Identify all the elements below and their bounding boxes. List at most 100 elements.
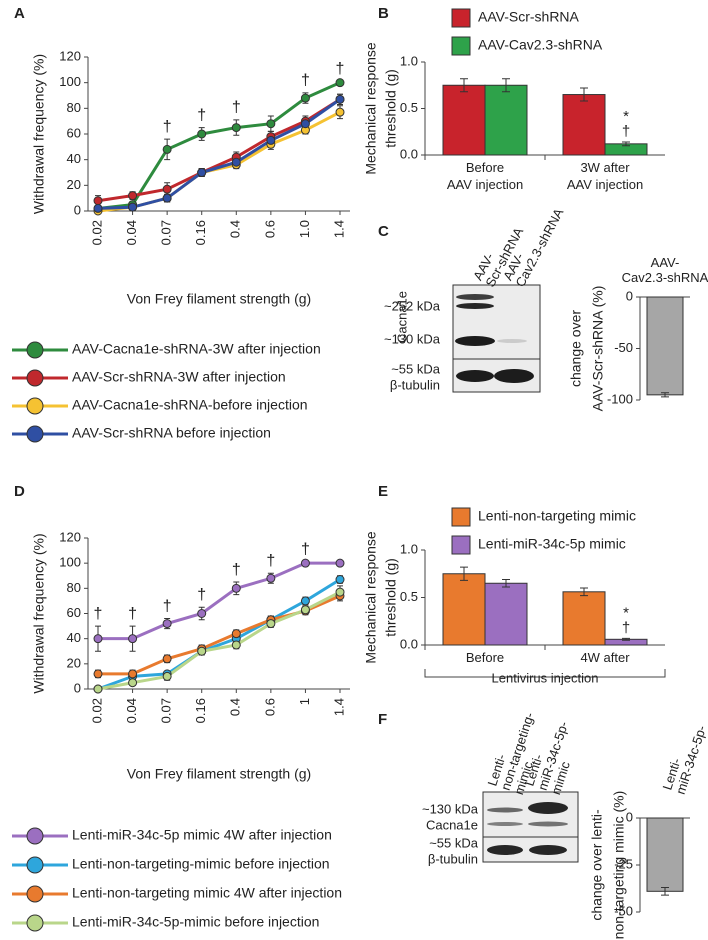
x-tick-label: 1.4 [331, 220, 346, 238]
point [162, 144, 172, 154]
y-tick-label: 0 [74, 202, 81, 217]
y-tick-label: 80 [67, 100, 81, 115]
x-tick-label-line: Before [466, 650, 504, 665]
panel-label: F [378, 711, 387, 728]
blot-band [497, 339, 527, 343]
point [300, 596, 310, 606]
point [300, 558, 310, 568]
y-tick-label: 1.0 [400, 541, 418, 556]
blot-band [528, 821, 568, 827]
bar [562, 591, 606, 646]
point [300, 93, 310, 103]
point [93, 634, 103, 644]
legend-label: Lenti-non-targeting mimic [478, 508, 636, 524]
y-tick-label: 0 [626, 288, 633, 303]
y-tick-label: 0.5 [400, 100, 418, 115]
x-tick-label: 3W after AAV injection [567, 160, 643, 192]
point [231, 583, 241, 593]
x-tick-label-line: AAV injection [447, 177, 523, 192]
point [300, 119, 310, 129]
y-tick-label: 120 [59, 529, 81, 544]
point [197, 129, 207, 139]
legend-marker [26, 827, 44, 845]
point [197, 168, 207, 177]
category-label-line: AAV- [651, 255, 680, 270]
category-label: AAV-Cav2.3-shRNA [622, 255, 708, 285]
point [300, 605, 310, 615]
bar [484, 582, 528, 646]
blot-band [494, 369, 534, 383]
x-tick-label: 0.04 [124, 220, 139, 245]
y-tick-label: 0.0 [400, 146, 418, 161]
error-bar [502, 578, 510, 588]
bar [442, 573, 486, 646]
legend-label: Lenti-miR-34c-5p mimic [478, 536, 626, 552]
y-axis-label: threshold (g) [383, 69, 399, 148]
x-tick-label: 0.02 [89, 698, 104, 723]
blot-band [456, 370, 494, 382]
legend-marker [26, 397, 44, 415]
legend-marker [26, 856, 44, 874]
annotation: † [197, 586, 206, 603]
y-axis-label: Withdrawal frequency (%) [31, 54, 47, 214]
y-tick-label: 120 [59, 48, 81, 63]
error-bar [460, 566, 468, 581]
y-tick-label: 0.5 [400, 589, 418, 604]
x-tick-label-line: 3W after [580, 160, 630, 175]
x-tick-label: Before AAV injection [447, 160, 523, 192]
legend-swatch [451, 8, 471, 28]
point [335, 94, 345, 104]
point [162, 193, 172, 203]
point [231, 157, 241, 167]
panel-label: E [378, 483, 388, 500]
legend-label: AAV-Cav2.3-shRNA [478, 37, 603, 53]
point [93, 196, 103, 206]
x-tick-label: 1.4 [331, 698, 346, 716]
annotation: † [163, 118, 172, 135]
point [231, 640, 241, 650]
x-tick-label: 1.0 [297, 220, 312, 238]
y-axis-label: non-targeting mimic (%) [611, 791, 627, 940]
error-bar [622, 141, 630, 147]
y-tick-label: 100 [59, 555, 81, 570]
y-tick-label: -100 [607, 391, 633, 406]
series-line [98, 561, 340, 641]
bar [646, 817, 684, 892]
x-tick-label: 0.16 [193, 698, 208, 723]
y-tick-label: 60 [67, 605, 81, 620]
y-tick-label: 100 [59, 74, 81, 89]
error-bar [622, 637, 630, 641]
group-label: Lentivirus injection [492, 670, 599, 685]
legend-label: AAV-Scr-shRNA before injection [72, 425, 271, 441]
x-tick-label-line: 4W after [580, 650, 630, 665]
x-tick-label: 0.4 [228, 220, 243, 238]
point [335, 575, 345, 585]
series-line [97, 590, 341, 691]
annotation: * [623, 604, 629, 621]
blot-label: β-tubulin [390, 377, 440, 392]
point [162, 671, 172, 681]
x-tick-label: 0.07 [159, 220, 174, 245]
panel-label: D [14, 483, 25, 500]
point [162, 654, 172, 664]
series-line [97, 98, 341, 203]
point [128, 202, 138, 212]
lane-label-line: Cav2.3-shRNA [513, 206, 567, 290]
x-tick-label: 0.16 [193, 220, 208, 245]
blot-band [455, 336, 495, 346]
y-tick-label: 1.0 [400, 53, 418, 68]
bar [442, 84, 486, 156]
x-tick-label: Before [466, 650, 504, 665]
error-bar [661, 392, 669, 398]
point [197, 646, 207, 656]
legend-label: Lenti-non-targeting mimic 4W after injec… [72, 885, 342, 901]
x-tick-label: 0.6 [262, 698, 277, 716]
annotation: † [197, 107, 206, 124]
x-tick-label: 0.6 [262, 220, 277, 238]
point [128, 669, 138, 679]
annotation: † [232, 99, 241, 116]
point [128, 191, 138, 201]
blot-label: ~252 kDa [384, 298, 441, 313]
point [335, 587, 345, 597]
